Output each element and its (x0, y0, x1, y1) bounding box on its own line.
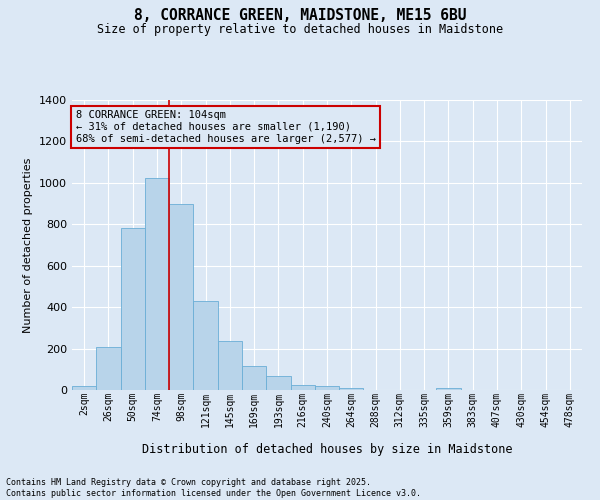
Bar (145, 178, 169, 390)
Bar (193, 301, 218, 390)
Bar (290, 385, 315, 390)
Bar (72, 386, 96, 390)
Text: Contains HM Land Registry data © Crown copyright and database right 2025.
Contai: Contains HM Land Registry data © Crown c… (6, 478, 421, 498)
Bar (169, 204, 193, 390)
Text: Distribution of detached houses by size in Maidstone: Distribution of detached houses by size … (142, 442, 512, 456)
Bar (96, 346, 121, 390)
Bar (436, 388, 461, 390)
Text: Size of property relative to detached houses in Maidstone: Size of property relative to detached ho… (97, 22, 503, 36)
Bar (242, 366, 266, 390)
Bar (218, 342, 242, 390)
Bar (266, 376, 290, 390)
Bar (339, 388, 364, 390)
Y-axis label: Number of detached properties: Number of detached properties (23, 158, 34, 332)
Bar (315, 386, 339, 390)
Text: 8, CORRANCE GREEN, MAIDSTONE, ME15 6BU: 8, CORRANCE GREEN, MAIDSTONE, ME15 6BU (134, 8, 466, 22)
Text: 8 CORRANCE GREEN: 104sqm
← 31% of detached houses are smaller (1,190)
68% of sem: 8 CORRANCE GREEN: 104sqm ← 31% of detach… (76, 110, 376, 144)
Bar (121, 228, 145, 390)
